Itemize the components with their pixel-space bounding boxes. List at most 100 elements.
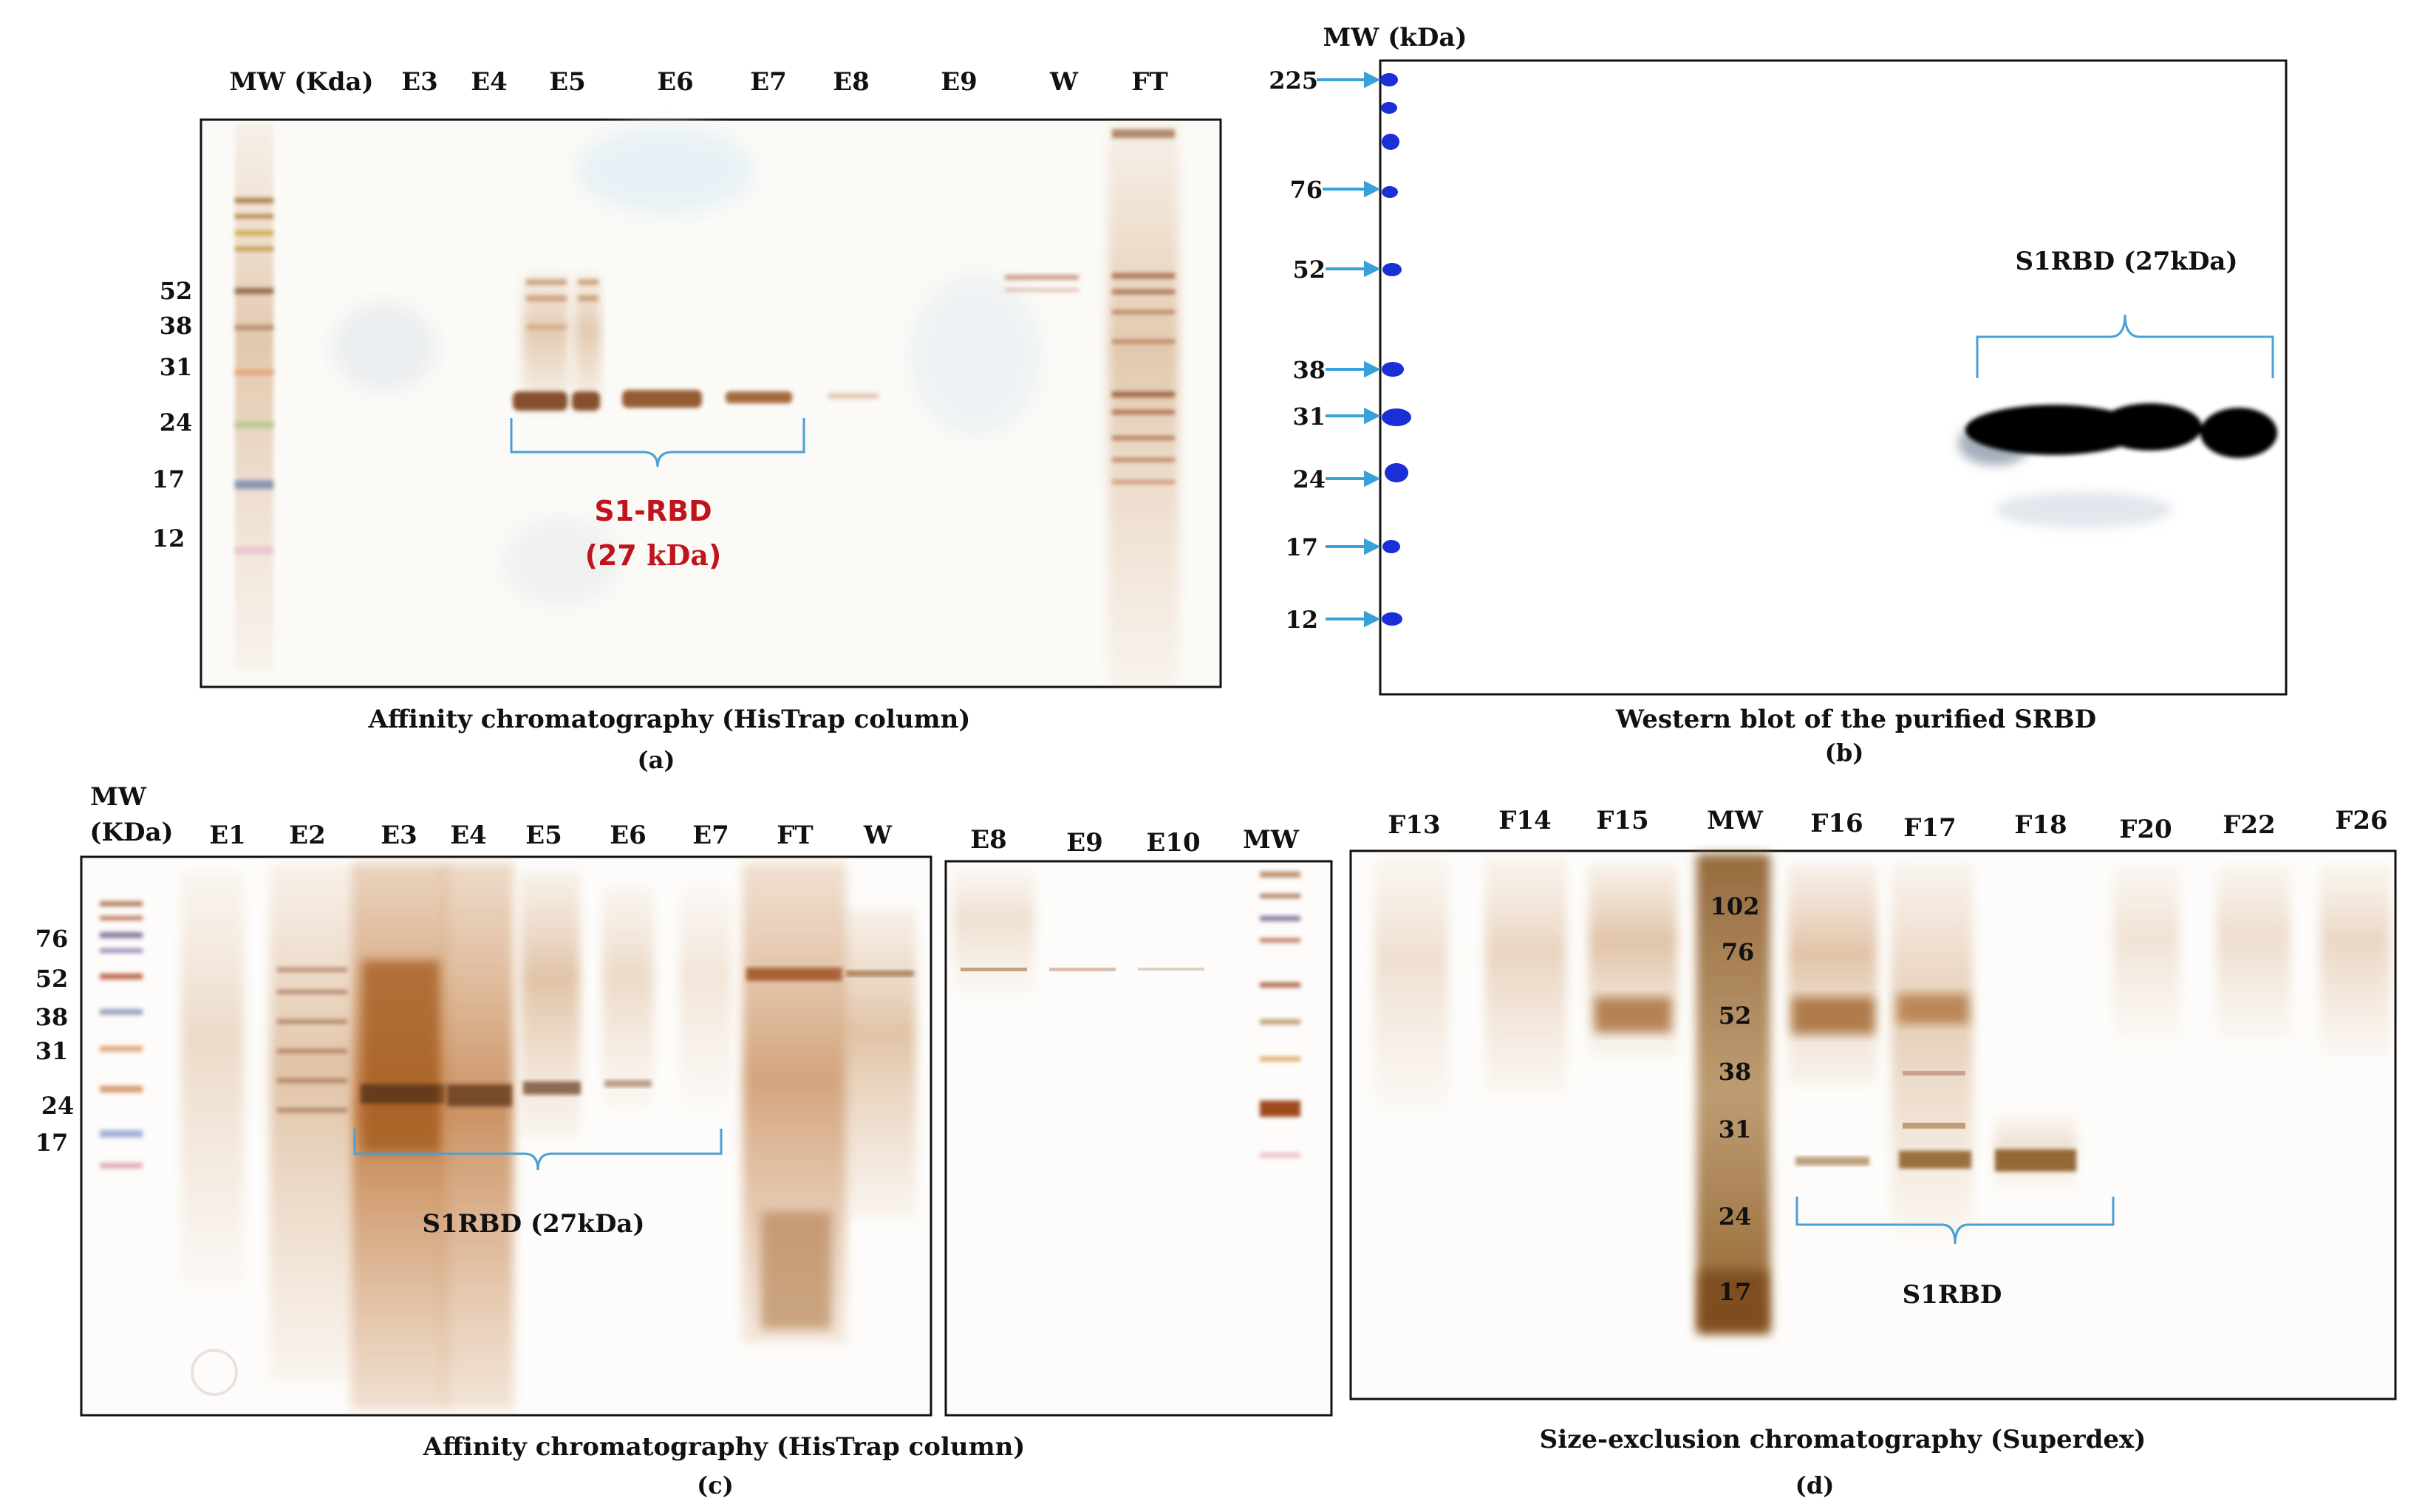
panel-d-tick-17: 17	[1719, 1278, 1752, 1306]
panel-d-tick-102: 102	[1711, 892, 1760, 920]
panel-b-mw-title: MW (kDa)	[1323, 23, 1467, 52]
panel-c-mw-title-1: MW	[90, 782, 147, 812]
panel-d-header-f22: F22	[2223, 810, 2275, 840]
panel-b-tick-17: 17	[1285, 533, 1318, 561]
panel-c-band-e4	[447, 1084, 512, 1106]
panel-a-gel-image	[235, 124, 1179, 685]
panel-d-header-mw: MW	[1707, 806, 1764, 835]
panel-d-letter: (d)	[1795, 1471, 1835, 1499]
panel-b-caption: Western blot of the purified SRBD	[1615, 705, 2096, 734]
panel-a-tick-38: 38	[160, 312, 193, 340]
panel-d-annotation: S1RBD	[1903, 1280, 2002, 1310]
panel-b-tick-24: 24	[1292, 465, 1326, 493]
panel-c-header-ft: FT	[777, 821, 813, 850]
panel-c-header-e10: E10	[1146, 828, 1200, 858]
panel-c-header-e5: E5	[525, 821, 562, 850]
panel-a-header-e4: E4	[471, 67, 508, 97]
panel-a-header-e7: E7	[750, 67, 787, 97]
panel-d-gel-image	[1374, 854, 2390, 1334]
panel-d-header-f26: F26	[2335, 806, 2387, 835]
panel-c-tick-31: 31	[35, 1037, 69, 1065]
panel-b-tick-12: 12	[1285, 606, 1318, 634]
panel-b: MW (kDa)	[1269, 23, 2288, 767]
panel-d-ladder-lane	[1696, 854, 1770, 1334]
panel-a-caption: Affinity chromatography (HisTrap column)	[368, 705, 971, 734]
panel-a-tick-12: 12	[152, 524, 185, 553]
panel-a-tick-17: 17	[152, 465, 185, 493]
panel-c-gel-image-right	[953, 869, 1300, 1158]
band-e7	[726, 391, 792, 403]
panel-b-tick-76: 76	[1289, 176, 1323, 204]
panel-a-bracket	[510, 418, 805, 468]
panel-c-header-e3: E3	[381, 821, 417, 850]
panel-c-tick-17: 17	[35, 1129, 69, 1157]
panel-a-header-e3: E3	[401, 67, 438, 97]
panel-b-annotation: S1RBD (27kDa)	[2015, 247, 2237, 276]
panel-c-header-e2: E2	[289, 821, 326, 850]
panel-d-header-f14: F14	[1498, 806, 1551, 835]
panel-a-annotation-line1: S1-RBD	[594, 495, 712, 527]
panel-d-band-f17	[1899, 1151, 1971, 1169]
panel-c-tick-38: 38	[35, 1003, 69, 1031]
panel-c-tick-24: 24	[41, 1092, 75, 1120]
panel-c-caption: Affinity chromatography (HisTrap column)	[423, 1432, 1026, 1462]
panel-d-header-f16: F16	[1810, 809, 1863, 838]
panel-d-band-f16-upper	[1792, 997, 1875, 1034]
panel-d-tick-76: 76	[1722, 938, 1755, 966]
panel-c-mw-title-2: (KDa)	[89, 818, 173, 847]
band-e6	[622, 390, 702, 408]
panel-c-header-e4: E4	[450, 821, 487, 850]
panel-a-header-e5: E5	[549, 67, 586, 97]
panel-b-blot-frame	[1379, 59, 2288, 696]
panel-a-gel-frame	[199, 118, 1222, 688]
panel-d-tick-52: 52	[1719, 1002, 1752, 1030]
panel-d-band-f15	[1595, 997, 1671, 1033]
panel-a-header-e6: E6	[657, 67, 694, 97]
panel-d-band-f16	[1795, 1157, 1869, 1166]
panel-d-tick-38: 38	[1719, 1058, 1752, 1086]
panel-a-tick-31: 31	[160, 353, 193, 381]
panel-c-header-e7: E7	[692, 821, 729, 850]
panel-d-header-f17: F17	[1903, 813, 1956, 843]
panel-c-tick-52: 52	[35, 965, 69, 993]
panel-d: F13 F14 F15 MW F16 F17 F18 F20 F22 F26	[1349, 806, 2397, 1499]
panel-c-band-e5	[523, 1081, 581, 1095]
panel-c-header-e9: E9	[1066, 828, 1103, 858]
panel-a-tick-52: 52	[160, 277, 193, 305]
blot-band-1	[1965, 405, 2143, 455]
blot-band-2	[2098, 403, 2202, 451]
blot-band-3	[2200, 408, 2277, 458]
panel-a-letter: (a)	[637, 746, 675, 774]
panel-b-tick-52: 52	[1292, 256, 1326, 284]
panel-c-tick-76: 76	[35, 925, 69, 953]
panel-b-tick-225: 225	[1269, 66, 1318, 95]
panel-b-arrows	[1317, 71, 1381, 628]
panel-d-caption: Size-exclusion chromatography (Superdex)	[1540, 1425, 2146, 1454]
panel-d-tick-24: 24	[1719, 1203, 1752, 1231]
panel-a-tick-24: 24	[160, 408, 193, 437]
panel-c-header-e1: E1	[209, 821, 246, 850]
panel-d-header-f15: F15	[1596, 806, 1648, 835]
panel-d-bracket	[1795, 1197, 2115, 1245]
panel-c: MW (KDa) E1 E2 E3 E4 E5 E6 E7 FT W E8 E9…	[35, 782, 1333, 1499]
panel-b-tick-31: 31	[1292, 403, 1326, 431]
panel-d-header-f20: F20	[2119, 815, 2172, 844]
panel-a-header-ft: FT	[1131, 67, 1167, 97]
panel-c-header-e8: E8	[970, 825, 1007, 855]
panel-c-annotation: S1RBD (27kDa)	[422, 1209, 644, 1239]
panel-c-band-e6	[604, 1080, 652, 1087]
panel-c-ladder-right-band	[1260, 1101, 1300, 1117]
panel-a: MW (Kda) E3 E4 E5 E6 E7 E8 E9 W FT 52 38…	[152, 67, 1222, 774]
panel-b-letter: (b)	[1825, 739, 1864, 767]
panel-d-band-f18	[1995, 1149, 2076, 1171]
panel-c-letter: (c)	[697, 1471, 734, 1499]
panel-b-marker-lane	[1380, 73, 1411, 626]
panel-a-header-e8: E8	[833, 67, 870, 97]
band-e5a	[513, 391, 567, 411]
panel-c-header-mw: MW	[1243, 825, 1300, 855]
panel-a-header-mw: MW (Kda)	[229, 67, 373, 97]
panel-d-header-f18: F18	[2014, 810, 2067, 840]
panel-c-header-e6: E6	[610, 821, 647, 850]
panel-d-tick-31: 31	[1719, 1115, 1752, 1143]
